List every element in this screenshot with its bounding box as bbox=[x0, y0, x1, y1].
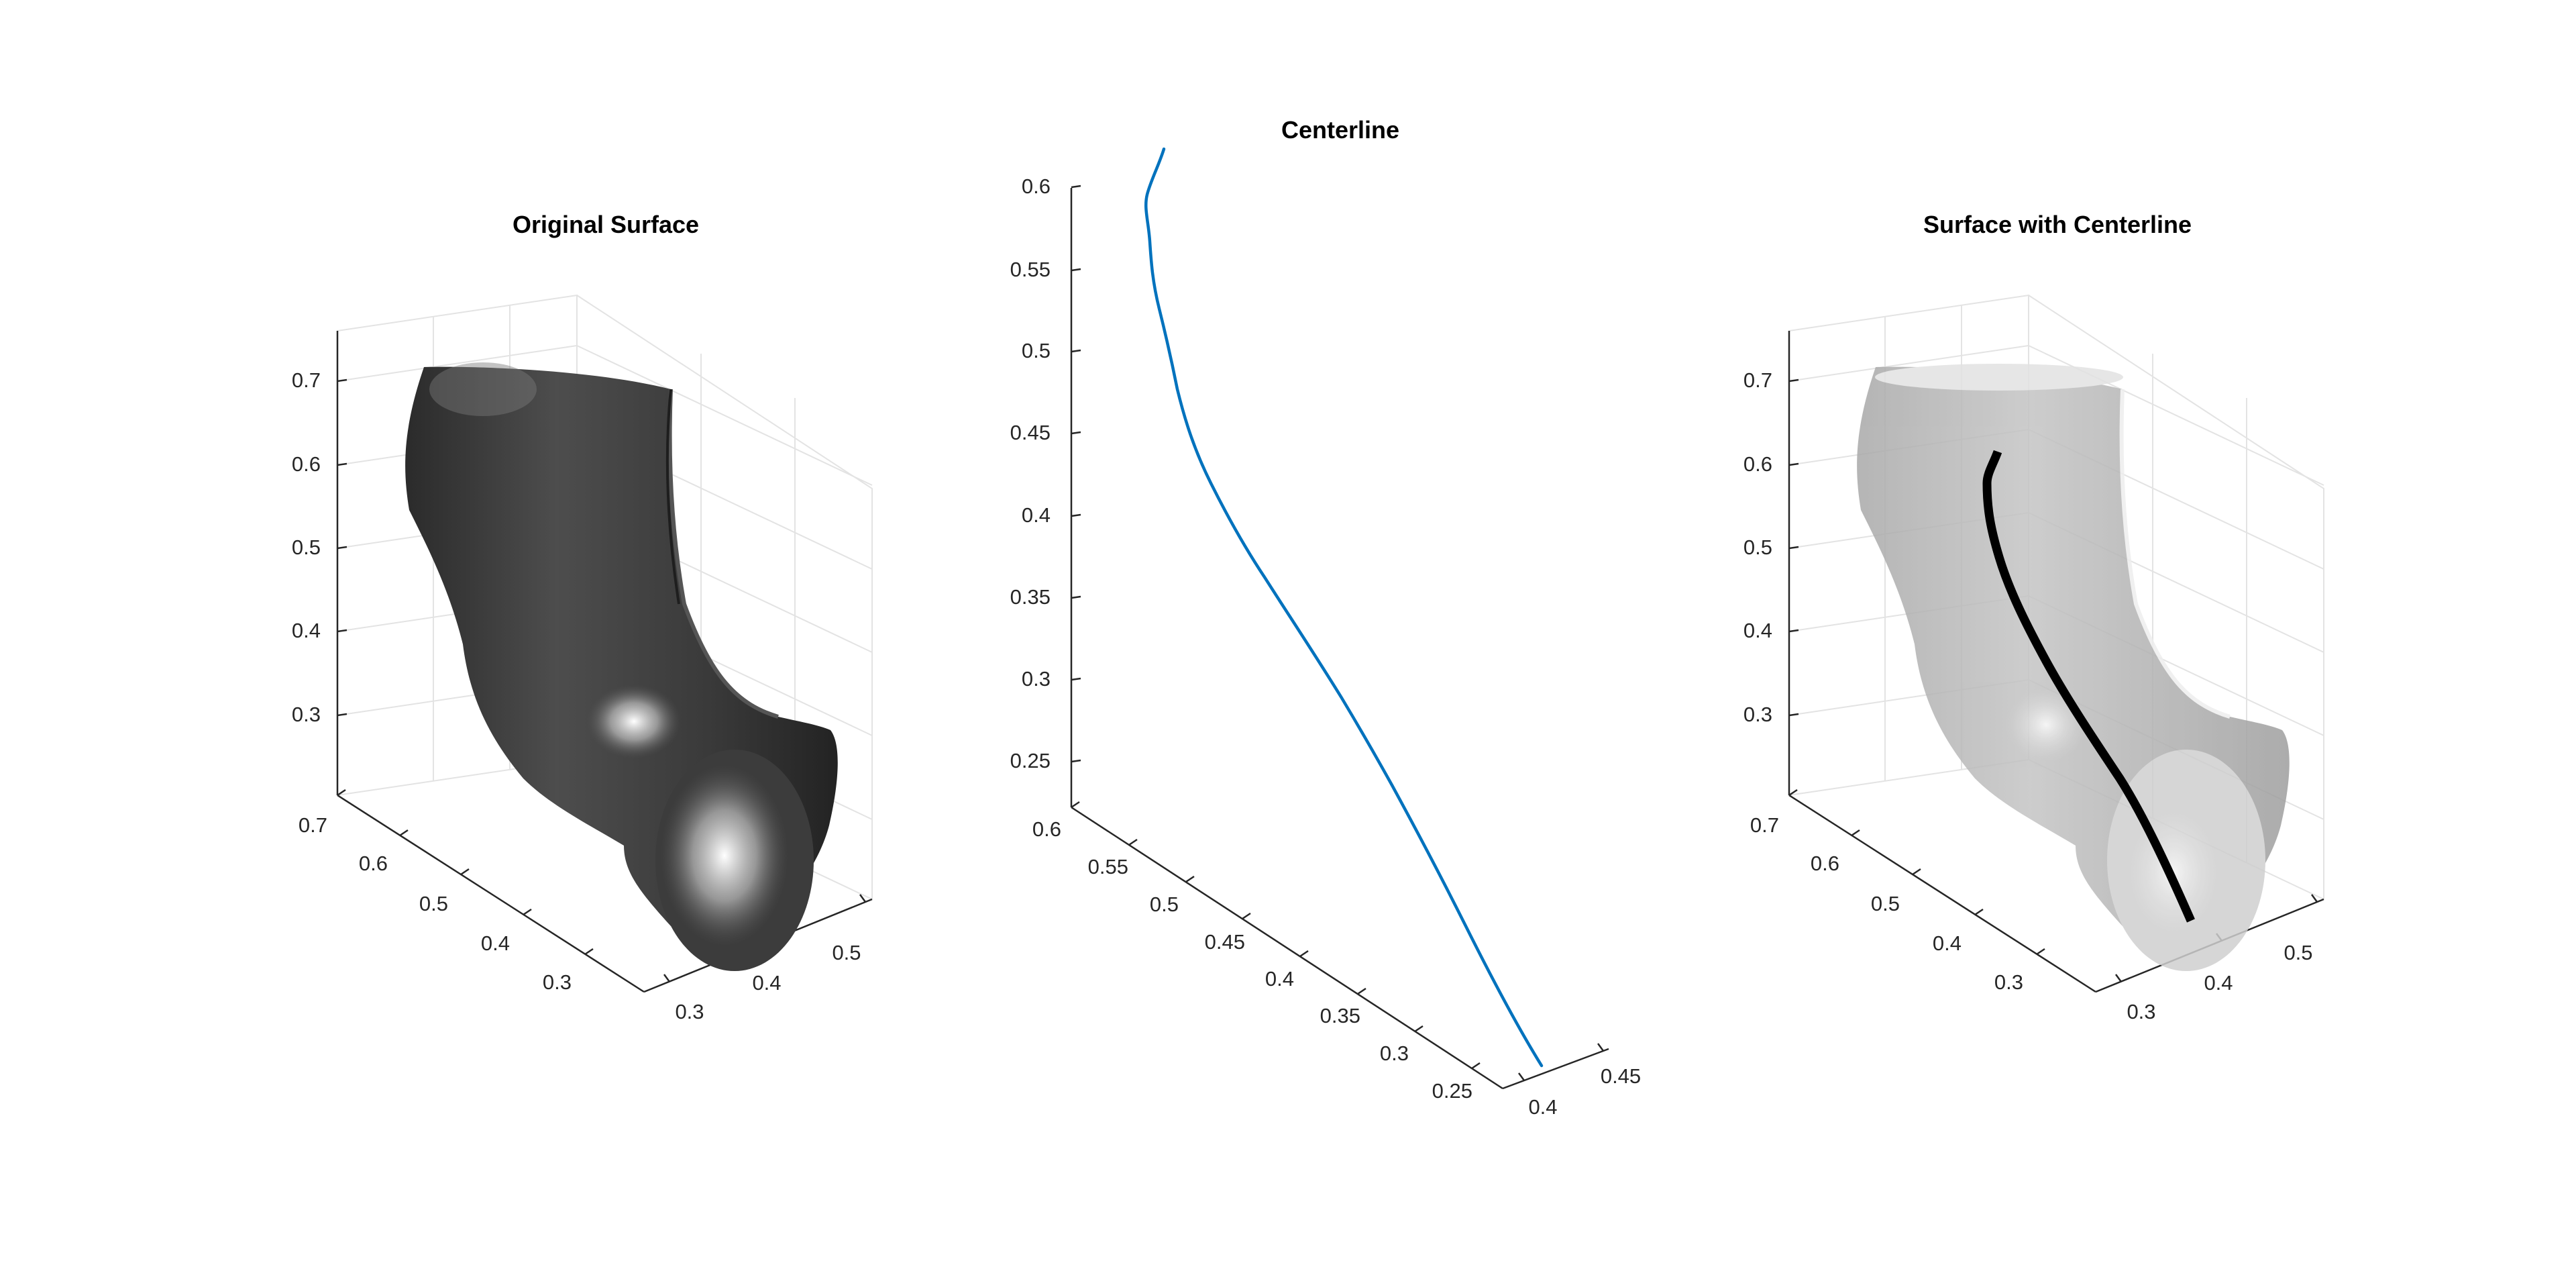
panel2-z-tick: 0.6 bbox=[1022, 174, 1051, 198]
panel1-title: Original Surface bbox=[513, 211, 699, 238]
panel2-y-tick: 0.5 bbox=[1150, 893, 1179, 916]
panel1-x-tick: 0.5 bbox=[832, 941, 861, 964]
panel2-x-tick: 0.45 bbox=[1601, 1064, 1641, 1088]
panel2-title: Centerline bbox=[1281, 116, 1399, 144]
panel2-y-tick: 0.35 bbox=[1320, 1004, 1360, 1027]
panel2-x-tick: 0.4 bbox=[1528, 1095, 1557, 1119]
panel3-z-tick: 0.3 bbox=[1743, 703, 1772, 726]
panel-surface-with-centerline: Surface with Centerline bbox=[1743, 211, 2324, 1023]
panel2-y-tick: 0.6 bbox=[1032, 817, 1061, 841]
panel1-x-tick-labels: 0.3 0.4 0.5 bbox=[675, 941, 861, 1023]
panel3-y-tick: 0.7 bbox=[1750, 813, 1779, 837]
panel1-z-tick: 0.7 bbox=[292, 368, 321, 392]
panel3-z-tick-labels: 0.7 0.6 0.5 0.4 0.3 bbox=[1743, 368, 1772, 726]
panel1-x-tick: 0.3 bbox=[675, 1000, 704, 1023]
panel1-z-tick: 0.5 bbox=[292, 536, 321, 559]
panel2-y-tick: 0.4 bbox=[1265, 967, 1294, 991]
panel3-y-tick-labels: 0.7 0.6 0.5 0.4 0.3 bbox=[1750, 813, 2023, 994]
panel3-x-tick: 0.4 bbox=[2204, 971, 2233, 995]
panel2-axes bbox=[1070, 185, 1609, 1090]
panel3-x-tick: 0.3 bbox=[2127, 1000, 2155, 1023]
panel3-axes bbox=[1788, 331, 2324, 993]
panel3-z-tick: 0.7 bbox=[1743, 368, 1772, 392]
panel3-title: Surface with Centerline bbox=[1923, 211, 2192, 238]
panel3-z-tick: 0.5 bbox=[1743, 536, 1772, 559]
panel3-z-tick: 0.6 bbox=[1743, 452, 1772, 476]
panel2-y-tick: 0.55 bbox=[1088, 855, 1128, 878]
panel1-y-tick: 0.6 bbox=[359, 852, 388, 875]
panel1-z-tick-labels: 0.7 0.6 0.5 0.4 0.3 bbox=[292, 368, 321, 726]
panel2-y-tick-labels: 0.6 0.55 0.5 0.45 0.4 0.35 0.3 0.25 bbox=[1032, 817, 1472, 1103]
panel2-z-tick: 0.45 bbox=[1010, 421, 1051, 444]
panel2-z-tick: 0.55 bbox=[1010, 258, 1051, 281]
panel3-y-tick: 0.3 bbox=[1994, 970, 2023, 994]
panel1-y-tick: 0.5 bbox=[419, 892, 448, 915]
panel-centerline: Centerline 0.6 0.55 bbox=[1010, 116, 1642, 1119]
panel3-centerline-curve bbox=[1982, 450, 2195, 923]
panel3-y-tick: 0.5 bbox=[1871, 892, 1900, 915]
panel3-x-tick-labels: 0.3 0.4 0.5 bbox=[2127, 941, 2312, 1023]
panel1-y-tick: 0.4 bbox=[481, 931, 510, 955]
panel3-z-tick: 0.4 bbox=[1743, 619, 1772, 642]
panel1-y-tick: 0.3 bbox=[543, 970, 572, 994]
panel-original-surface: Original Surface bbox=[292, 211, 873, 1023]
panel2-z-tick: 0.35 bbox=[1010, 585, 1051, 609]
panel2-z-tick: 0.25 bbox=[1010, 749, 1051, 772]
panel2-y-tick: 0.45 bbox=[1205, 930, 1245, 954]
panel1-x-tick: 0.4 bbox=[752, 971, 781, 995]
panel3-y-tick: 0.6 bbox=[1811, 852, 1839, 875]
panel2-y-tick: 0.3 bbox=[1380, 1042, 1409, 1065]
panel2-z-tick: 0.5 bbox=[1022, 339, 1051, 362]
panel2-z-tick-labels: 0.6 0.55 0.5 0.45 0.4 0.35 0.3 0.25 bbox=[1010, 174, 1051, 772]
panel3-y-tick: 0.4 bbox=[1933, 931, 1962, 955]
panel1-surface bbox=[405, 362, 838, 971]
panel2-z-tick: 0.3 bbox=[1022, 667, 1051, 691]
panel2-centerline-curve bbox=[1144, 147, 1544, 1068]
panel1-y-tick: 0.7 bbox=[299, 813, 327, 837]
panel2-z-tick: 0.4 bbox=[1022, 503, 1051, 527]
panel2-y-tick: 0.25 bbox=[1432, 1079, 1472, 1103]
panel3-x-tick: 0.5 bbox=[2284, 941, 2312, 964]
panel1-y-tick-labels: 0.7 0.6 0.5 0.4 0.3 bbox=[299, 813, 572, 994]
panel1-z-tick: 0.4 bbox=[292, 619, 321, 642]
panel1-z-tick: 0.3 bbox=[292, 703, 321, 726]
panel1-z-tick: 0.6 bbox=[292, 452, 321, 476]
panel2-x-tick-labels: 0.4 0.45 bbox=[1528, 1064, 1641, 1119]
